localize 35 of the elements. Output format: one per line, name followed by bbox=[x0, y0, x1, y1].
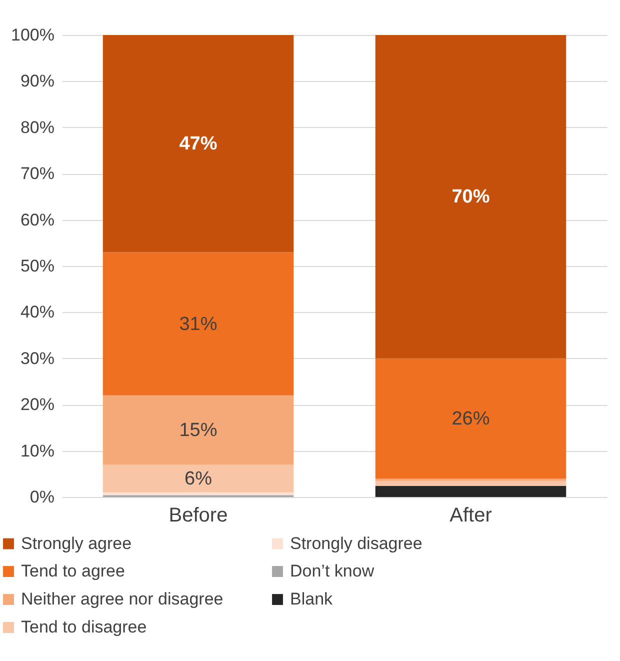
legend-label: Strongly disagree bbox=[290, 534, 422, 553]
x-tick-label: Before bbox=[168, 504, 228, 526]
y-tick-label: 80% bbox=[20, 118, 54, 137]
bar bbox=[102, 252, 294, 396]
data-label: 47% bbox=[179, 134, 218, 155]
data-label: 31% bbox=[179, 314, 218, 335]
legend-label: Tend to disagree bbox=[21, 618, 147, 636]
bar bbox=[375, 35, 566, 358]
y-tick-label: 90% bbox=[20, 72, 54, 91]
bar bbox=[375, 358, 566, 479]
legend-label: Neither agree nor disagree bbox=[21, 590, 224, 608]
y-tick-label: 60% bbox=[20, 210, 54, 230]
bar bbox=[102, 395, 294, 465]
bar bbox=[102, 464, 294, 492]
bar bbox=[102, 492, 294, 496]
data-label: 6% bbox=[184, 468, 212, 490]
bar bbox=[375, 480, 566, 486]
bar bbox=[102, 35, 294, 252]
data-label: 70% bbox=[452, 186, 490, 208]
legend-label: Tend to agree bbox=[21, 562, 125, 580]
legend-label: Don’t know bbox=[290, 562, 375, 580]
legend-label: Blank bbox=[290, 590, 334, 608]
data-label: 26% bbox=[452, 408, 490, 430]
bar bbox=[375, 486, 566, 497]
y-tick-label: 40% bbox=[20, 302, 54, 322]
y-tick-label: 10% bbox=[20, 441, 54, 460]
y-tick-label: 20% bbox=[20, 395, 54, 414]
data-label: 15% bbox=[179, 420, 218, 442]
x-tick-label: After bbox=[450, 504, 492, 526]
y-tick-label: 50% bbox=[20, 256, 54, 276]
y-tick-label: 100% bbox=[11, 26, 54, 44]
y-tick-label: 0% bbox=[30, 488, 54, 506]
y-tick-label: 70% bbox=[20, 164, 54, 184]
y-tick-label: 30% bbox=[20, 348, 54, 368]
legend-label: Strongly agree bbox=[21, 534, 132, 553]
